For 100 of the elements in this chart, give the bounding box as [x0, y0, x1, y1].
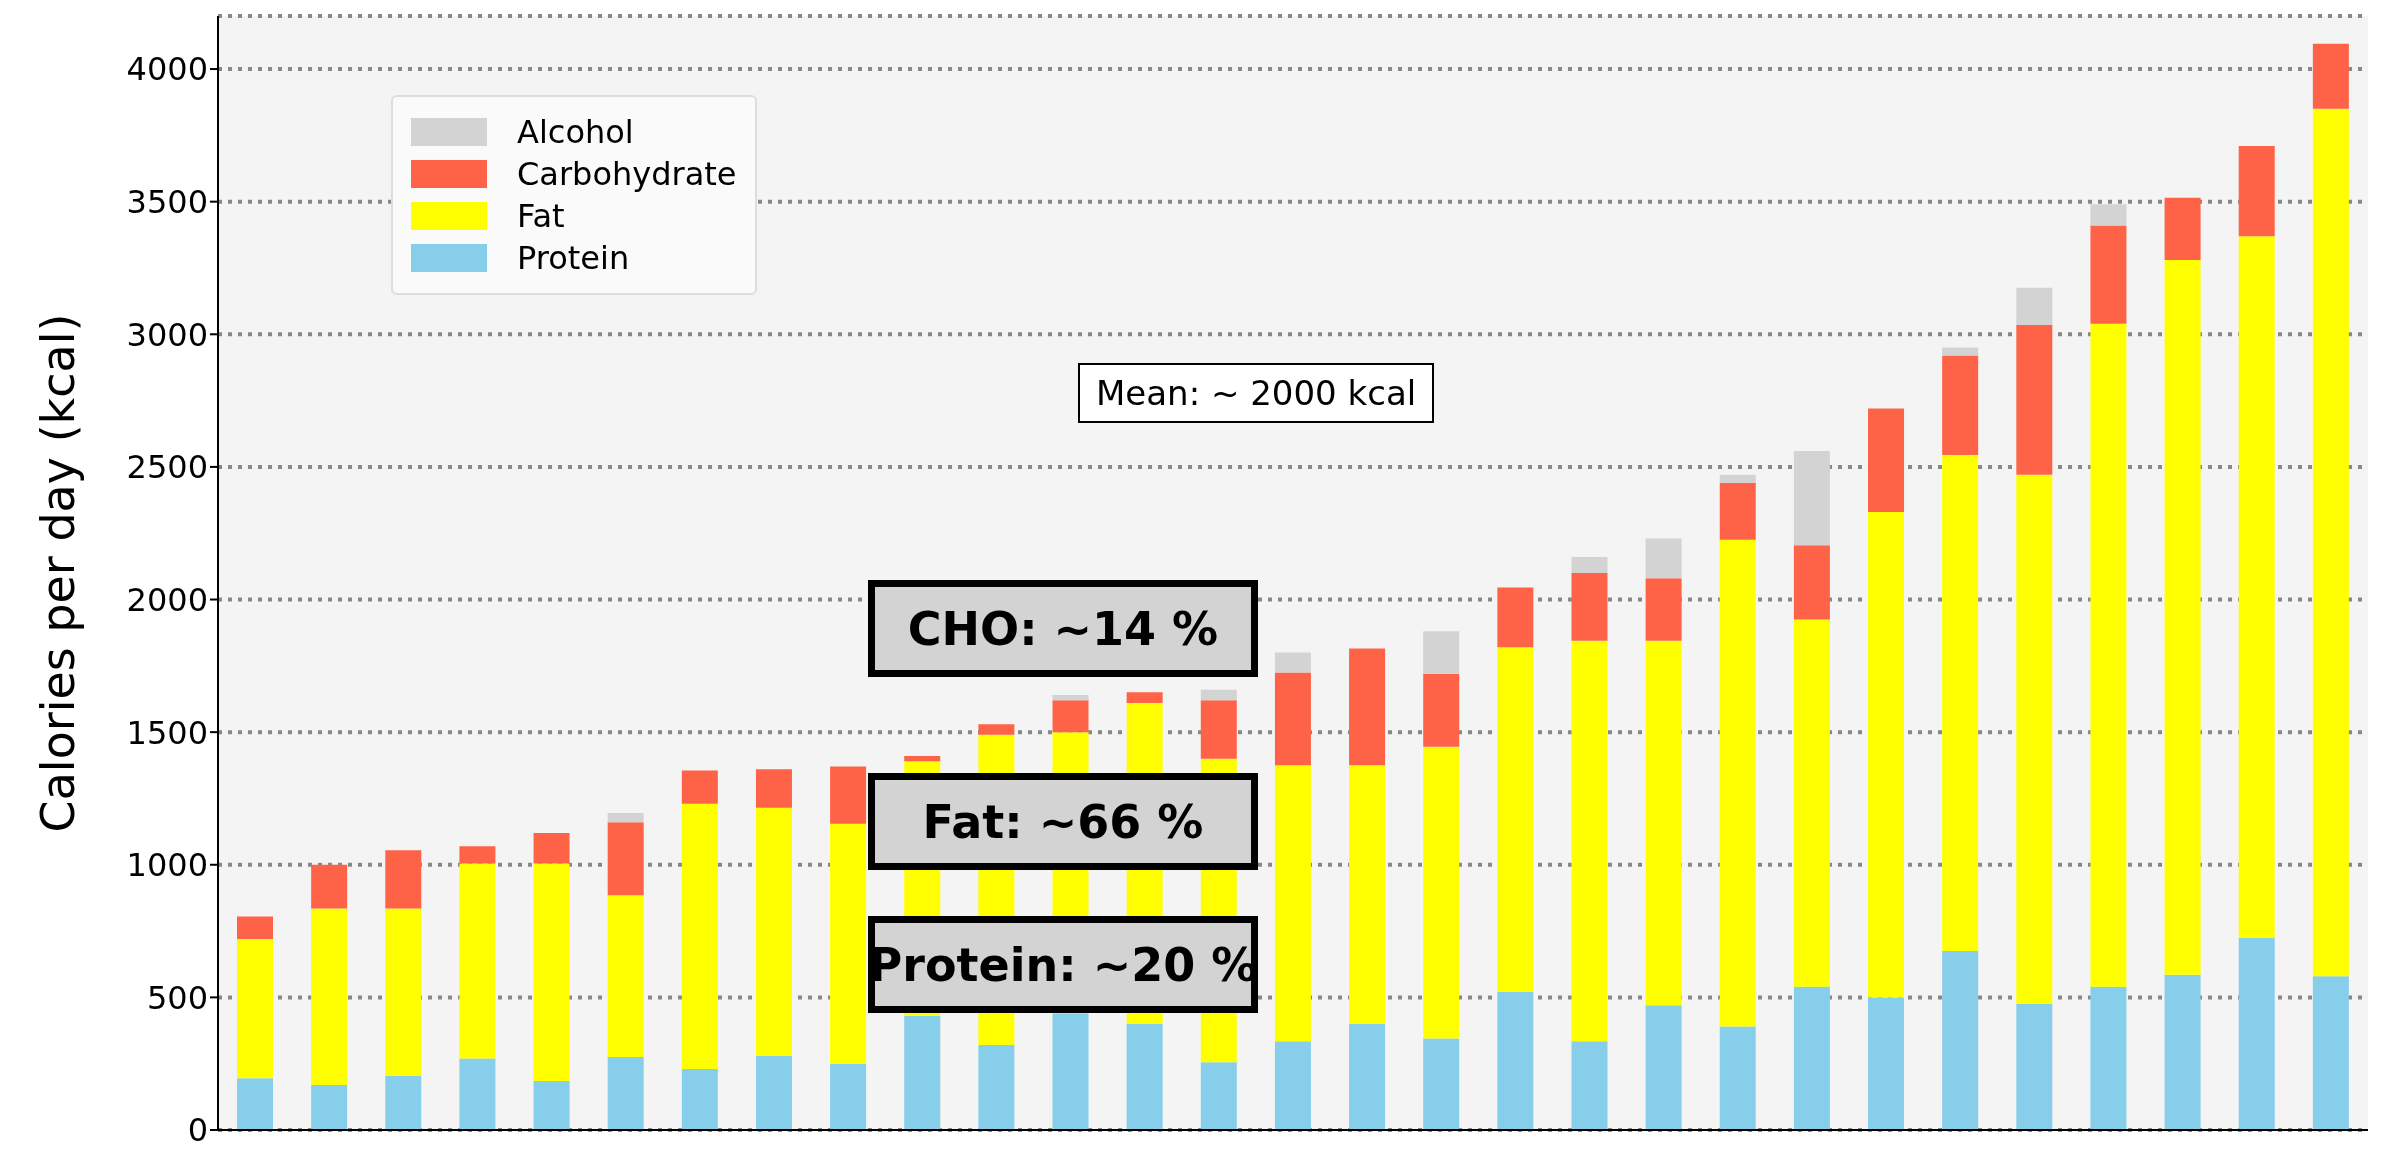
bar	[681, 770, 718, 804]
bar	[533, 863, 570, 1081]
bar	[1497, 587, 1534, 648]
bar	[1868, 997, 1905, 1130]
y-tick-label: 1500	[126, 713, 208, 752]
bar	[2238, 236, 2275, 938]
bar	[1497, 992, 1534, 1130]
bar	[1423, 631, 1460, 674]
bar	[385, 1075, 422, 1130]
bar	[755, 807, 792, 1056]
bar	[1719, 482, 1756, 540]
bar	[1200, 689, 1237, 701]
bar	[1349, 765, 1386, 1024]
bar	[1497, 647, 1534, 993]
bar	[311, 864, 348, 909]
bar	[2164, 197, 2201, 261]
bar	[1645, 640, 1682, 1006]
bar	[1571, 573, 1608, 641]
bar	[1645, 1005, 1682, 1130]
bar	[681, 1069, 718, 1130]
y-tick-label: 1000	[126, 846, 208, 885]
bar	[755, 769, 792, 808]
bar	[978, 1045, 1015, 1130]
bar	[607, 813, 644, 823]
bar	[459, 1058, 496, 1130]
bar	[2312, 108, 2349, 977]
annotation: Fat: ~66 %	[868, 773, 1258, 870]
bar	[1200, 700, 1237, 759]
bar	[1942, 950, 1979, 1130]
bar	[1052, 700, 1089, 733]
bar	[1793, 450, 1830, 546]
bar	[1571, 557, 1608, 573]
bar	[311, 908, 348, 1085]
annotation: CHO: ~14 %	[868, 580, 1258, 677]
bar	[459, 863, 496, 1059]
bar	[1423, 673, 1460, 747]
bar	[2016, 287, 2053, 325]
bar	[1200, 1062, 1237, 1130]
bar	[1126, 692, 1163, 703]
bar	[1793, 986, 1830, 1130]
bar	[2164, 974, 2201, 1130]
bar	[1868, 512, 1905, 998]
bar	[1793, 545, 1830, 620]
bar	[681, 803, 718, 1069]
bar	[1645, 578, 1682, 641]
bar	[2016, 325, 2053, 475]
bar	[2090, 204, 2127, 226]
bar	[385, 850, 422, 909]
legend-label: Fat	[517, 197, 565, 235]
bar	[1719, 1026, 1756, 1130]
bar	[607, 1057, 644, 1130]
y-tick-label: 500	[146, 978, 208, 1017]
bar	[1571, 640, 1608, 1042]
bar	[904, 1015, 941, 1130]
bar	[1349, 1023, 1386, 1130]
bar	[1942, 454, 1979, 951]
bar	[904, 756, 941, 762]
bar	[2238, 937, 2275, 1130]
bar	[1793, 619, 1830, 987]
annotation: Mean: ~ 2000 kcal	[1078, 363, 1435, 423]
bar	[237, 1078, 273, 1130]
bar	[459, 846, 496, 864]
y-tick-label: 2500	[126, 448, 208, 487]
bar	[2016, 474, 2053, 1005]
bar	[237, 939, 273, 1079]
legend-label: Carbohydrate	[517, 155, 737, 193]
bar	[607, 895, 644, 1058]
bar	[2164, 260, 2201, 975]
bar	[385, 908, 422, 1076]
bar	[830, 766, 867, 824]
bar	[311, 1084, 348, 1130]
bar	[830, 1063, 867, 1130]
bar	[978, 724, 1015, 735]
legend-label: Protein	[517, 239, 630, 277]
bar	[607, 822, 644, 896]
y-tick-label: 3500	[126, 183, 208, 222]
bar	[2090, 323, 2127, 987]
bar	[1274, 672, 1311, 766]
bar	[2016, 1004, 2053, 1130]
bar	[1349, 648, 1386, 766]
bar	[237, 916, 273, 940]
y-tick-label: 4000	[126, 50, 208, 89]
bar	[1868, 408, 1905, 512]
bar	[1423, 1038, 1460, 1130]
bar	[533, 1080, 570, 1130]
bar	[1719, 474, 1756, 483]
bar	[2312, 43, 2349, 109]
y-tick-label: 2000	[126, 580, 208, 619]
bar	[1274, 1041, 1311, 1130]
bar	[1423, 746, 1460, 1039]
bar	[1719, 539, 1756, 1027]
bar	[2090, 225, 2127, 324]
bar	[1571, 1041, 1608, 1130]
legend-label: Alcohol	[517, 113, 634, 151]
bar	[2090, 986, 2127, 1130]
bar	[2312, 976, 2349, 1130]
bar	[1052, 695, 1089, 701]
y-tick-label: 3000	[126, 315, 208, 354]
bar	[1942, 347, 1979, 356]
bar	[533, 832, 570, 864]
